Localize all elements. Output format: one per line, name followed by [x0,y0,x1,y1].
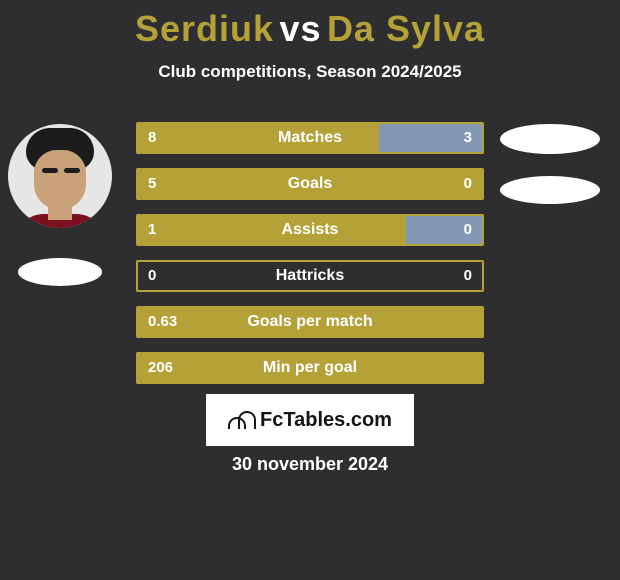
stat-row: 206Min per goal [136,352,484,384]
stat-row: 83Matches [136,122,484,154]
page-title: Serdiuk vs Da Sylva [0,8,620,50]
footer-date: 30 november 2024 [0,454,620,475]
player2-avatar [500,124,600,154]
stat-label: Goals per match [138,308,482,336]
stat-row: 00Hattricks [136,260,484,292]
player1-flag [18,258,102,286]
stat-row: 0.63Goals per match [136,306,484,338]
logo-text: FcTables.com [260,409,392,432]
logo-icon [228,411,254,429]
stat-label: Matches [138,124,482,152]
player2-name: Da Sylva [327,8,485,49]
stat-label: Min per goal [138,354,482,382]
stat-row: 50Goals [136,168,484,200]
comparison-chart: 83Matches 50Goals 10Assists 00Hattricks 0.63… [136,122,484,398]
comparison-card: Serdiuk vs Da Sylva Club competitions, S… [0,0,620,580]
subtitle: Club competitions, Season 2024/2025 [0,62,620,82]
player1-avatar [8,124,112,228]
stat-label: Assists [138,216,482,244]
stat-label: Hattricks [138,262,482,290]
player1-name: Serdiuk [135,8,274,49]
vs-label: vs [279,8,321,49]
site-logo: FcTables.com [206,394,414,446]
avatar-icon [8,124,112,228]
player2-flag [500,176,600,204]
stat-label: Goals [138,170,482,198]
stat-row: 10Assists [136,214,484,246]
